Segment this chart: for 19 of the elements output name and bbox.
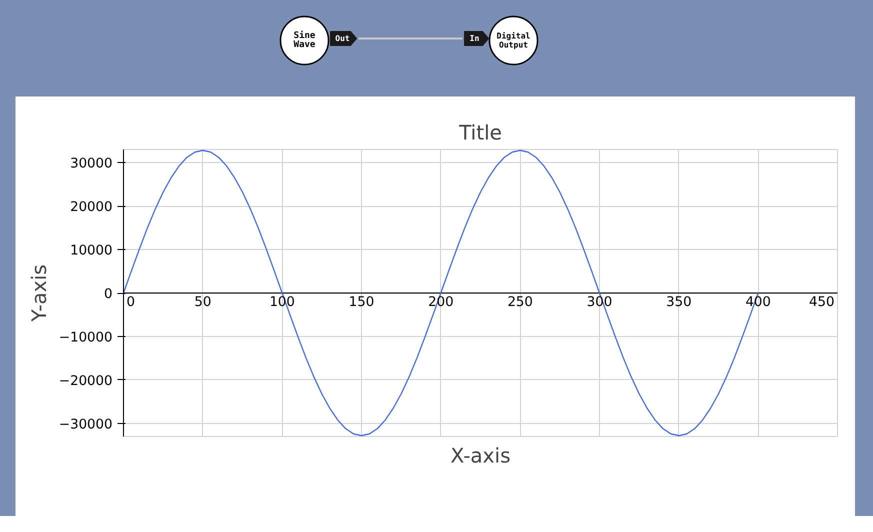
- x-tick-label: 250: [507, 295, 533, 310]
- text: Out: [335, 34, 350, 43]
- text: Digital Output: [496, 32, 531, 50]
- text: In: [470, 34, 480, 43]
- y-tick-label: 10000: [70, 244, 113, 259]
- y-tick-label: −30000: [58, 417, 113, 432]
- x-tick-label: 50: [194, 295, 212, 310]
- x-tick-label: 150: [348, 295, 374, 310]
- chart-title: Title: [458, 120, 502, 144]
- y-axis-title: Y-axis: [26, 264, 51, 323]
- x-axis-title: X-axis: [450, 444, 511, 468]
- x-tick-label: 0: [126, 295, 135, 310]
- y-tick-label: 30000: [70, 156, 113, 172]
- y-tick-label: −10000: [58, 330, 113, 346]
- x-tick-label: 350: [666, 295, 692, 310]
- text: Sine Wave: [294, 30, 316, 50]
- y-tick-label: −20000: [58, 374, 113, 389]
- x-tick-label: 450: [809, 295, 835, 310]
- y-tick-label: 20000: [70, 200, 113, 216]
